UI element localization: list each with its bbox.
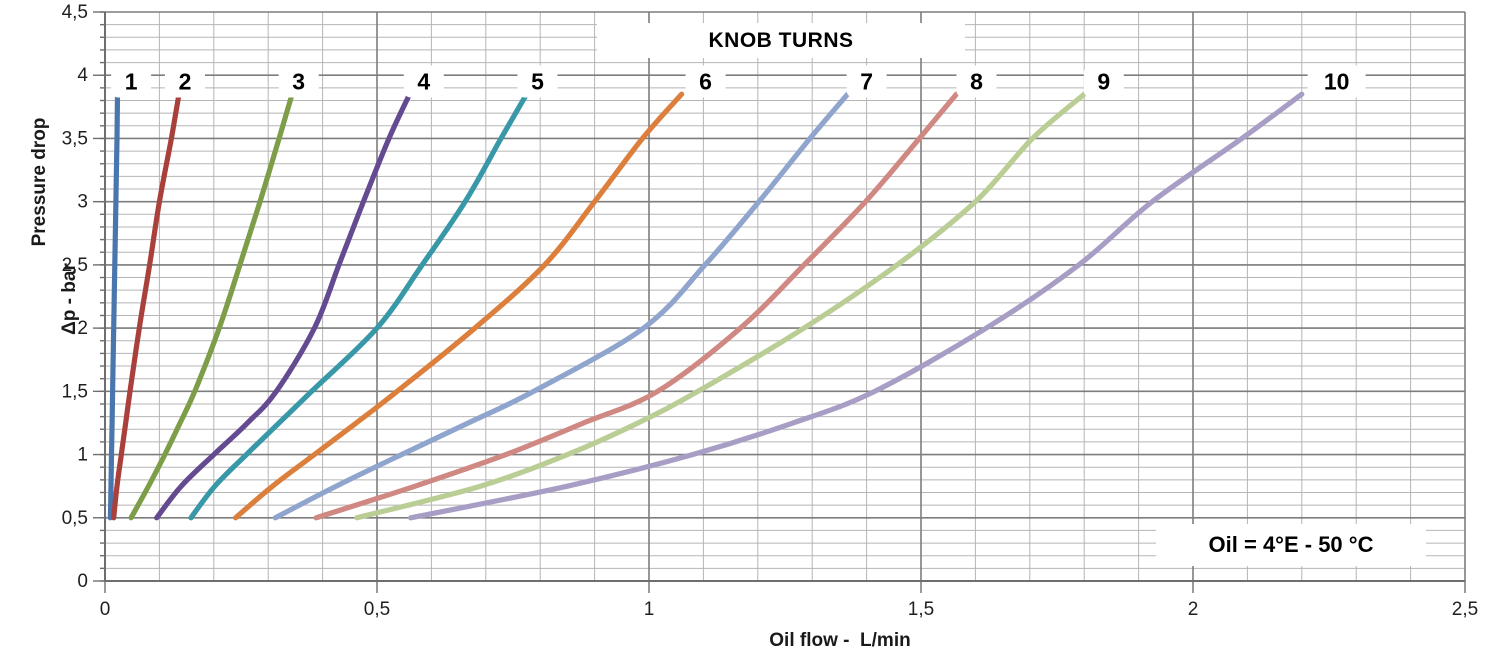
y-tick-label: 0,5 — [62, 508, 88, 529]
chart-title-box: KNOB TURNS — [597, 23, 965, 58]
curve-knob-9 — [354, 91, 1087, 521]
curve-label-5: 5 — [531, 69, 544, 95]
curve-label-7: 7 — [860, 69, 873, 95]
chart-title: KNOB TURNS — [708, 28, 854, 52]
curve-label-8: 8 — [970, 69, 983, 95]
y-tick-label: 4,5 — [62, 2, 88, 23]
y-tick-label: 2 — [77, 318, 88, 339]
curve-label-10: 10 — [1324, 69, 1350, 95]
curve-knob-6 — [233, 91, 685, 521]
y-tick-label: 4 — [77, 65, 88, 86]
y-axis-title-line1: Pressure drop — [29, 117, 50, 247]
curve-label-2: 2 — [179, 69, 192, 95]
x-tick-label: 2 — [1188, 599, 1199, 620]
curve-knob-7 — [272, 91, 851, 521]
curve-label-chip-1 — [111, 65, 152, 98]
curves — [107, 91, 1305, 521]
curve-label-chip-5 — [517, 65, 558, 98]
y-tick-label: 3,5 — [62, 128, 88, 149]
curve-label-chip-8 — [956, 65, 997, 98]
x-tick-label: 0,5 — [364, 599, 390, 620]
curve-labels: 1 2 3 4 5 6 7 8 9 10 — [111, 65, 1366, 98]
x-tick-label: 2,5 — [1452, 599, 1478, 620]
y-tick-label: 1 — [77, 445, 88, 466]
curve-label-chip-6 — [685, 65, 726, 98]
curve-label-chip-7 — [846, 65, 887, 98]
curve-knob-8 — [313, 91, 959, 521]
axes — [104, 12, 1465, 582]
curve-label-1: 1 — [125, 69, 138, 95]
axis-ticks — [93, 11, 1466, 593]
curve-knob-1 — [107, 91, 121, 521]
x-tick-label: 1 — [644, 599, 655, 620]
y-tick-label: 3 — [77, 192, 88, 213]
y-tick-label: 1,5 — [62, 381, 88, 402]
x-axis-title: Oil flow - L/min — [769, 630, 911, 651]
curve-label-chip-3 — [278, 65, 319, 98]
y-axis-title-line2: Δp - bar — [59, 263, 80, 335]
x-tick-label: 0 — [100, 599, 111, 620]
curve-label-4: 4 — [417, 69, 430, 95]
curve-knob-3 — [128, 91, 295, 521]
curve-knob-2 — [111, 91, 182, 521]
curve-label-6: 6 — [699, 69, 712, 95]
oil-annotation-box: Oil = 4°E - 50 °C — [1156, 524, 1426, 566]
y-tick-labels: 0 0,5 1 1,5 2 2,5 3 3,5 4 4,5 — [62, 2, 89, 592]
curve-knob-4 — [154, 91, 413, 521]
curve-knob-10 — [408, 91, 1305, 521]
x-tick-labels: 0 0,5 1 1,5 2 2,5 — [100, 599, 1479, 620]
y-tick-label: 0 — [77, 571, 88, 592]
curve-label-chip-4 — [403, 65, 444, 98]
curve-label-chip-10 — [1307, 65, 1366, 98]
oil-annotation: Oil = 4°E - 50 °C — [1208, 532, 1374, 557]
curve-label-chip-9 — [1083, 65, 1124, 98]
y-tick-label: 2,5 — [62, 255, 88, 276]
curve-label-3: 3 — [292, 69, 305, 95]
curve-label-chip-2 — [164, 65, 205, 98]
grid-major — [104, 11, 1466, 582]
x-tick-label: 1,5 — [908, 599, 934, 620]
curve-label-9: 9 — [1097, 69, 1110, 95]
curve-knob-5 — [188, 91, 530, 521]
